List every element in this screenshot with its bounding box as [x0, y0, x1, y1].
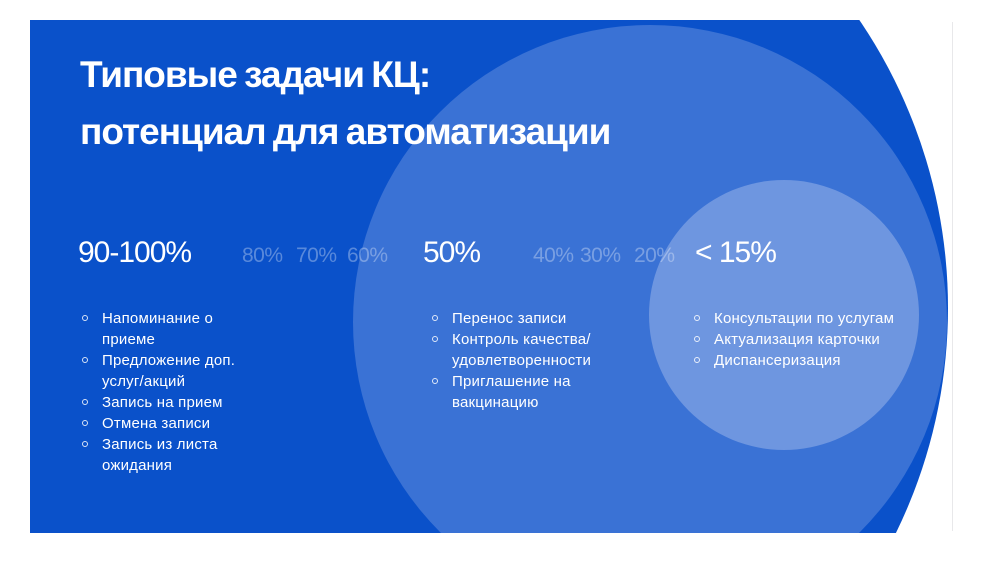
list-item: Перенос записи [431, 308, 643, 329]
task-list-15: Консультации по услугам Актуализация карт… [693, 308, 925, 371]
bullet-icon [432, 336, 438, 342]
bullet-icon [82, 357, 88, 363]
percent-label-15: < 15% [695, 236, 777, 269]
list-item: Напоминание о приеме [81, 308, 266, 350]
slide-canvas: Типовые задачи КЦ: потенциал для автомат… [30, 20, 948, 533]
percent-label-30: 30% [580, 244, 621, 267]
list-item-label: Предложение доп. услуг/акций [102, 352, 236, 390]
list-item-label: Приглашение на вакцинацию [452, 373, 571, 411]
title-line-2: потенциал для автоматизации [80, 111, 611, 152]
list-item-label: Консультации по услугам [714, 310, 895, 327]
list-item: Запись на прием [81, 392, 266, 413]
percent-label-40: 40% [533, 244, 574, 267]
task-list-90-100: Напоминание о приеме Предложение доп. усл… [81, 308, 266, 476]
bullet-icon [82, 420, 88, 426]
percent-label-50: 50% [423, 236, 481, 269]
list-item: Отмена записи [81, 413, 266, 434]
list-item-label: Запись на прием [102, 394, 223, 411]
bullet-icon [432, 378, 438, 384]
list-item-label: Запись из листа ожидания [102, 436, 218, 474]
bullet-icon [82, 441, 88, 447]
percent-label-60: 60% [347, 244, 388, 267]
slide-title: Типовые задачи КЦ: потенциал для автомат… [80, 46, 611, 160]
list-item: Актуализация карточки [693, 329, 925, 350]
percent-scale-row: 90-100% 80% 70% 60% 50% 40% 30% 20% < 15… [30, 230, 948, 270]
list-item-label: Перенос записи [452, 310, 567, 327]
percent-label-70: 70% [296, 244, 337, 267]
list-item-label: Отмена записи [102, 415, 211, 432]
list-item: Диспансеризация [693, 350, 925, 371]
percent-label-20: 20% [634, 244, 675, 267]
list-item: Консультации по услугам [693, 308, 925, 329]
bullet-icon [694, 315, 700, 321]
bullet-icon [694, 357, 700, 363]
list-item: Приглашение на вакцинацию [431, 371, 643, 413]
list-item: Запись из листа ожидания [81, 434, 266, 476]
list-item: Контроль качества/удовлетворенности [431, 329, 643, 371]
list-item-label: Диспансеризация [714, 352, 841, 369]
list-item-label: Актуализация карточки [714, 331, 880, 348]
bullet-icon [432, 315, 438, 321]
bullet-icon [82, 315, 88, 321]
bullet-icon [82, 399, 88, 405]
bullet-icon [694, 336, 700, 342]
list-item-label: Контроль качества/удовлетворенности [452, 331, 592, 369]
percent-label-80: 80% [242, 244, 283, 267]
page-edge-divider [952, 22, 953, 531]
list-item: Предложение доп. услуг/акций [81, 350, 266, 392]
percent-label-90-100: 90-100% [78, 236, 192, 269]
title-line-1: Типовые задачи КЦ: [80, 54, 431, 95]
task-list-50: Перенос записи Контроль качества/удовлетв… [431, 308, 643, 413]
list-item-label: Напоминание о приеме [102, 310, 214, 348]
